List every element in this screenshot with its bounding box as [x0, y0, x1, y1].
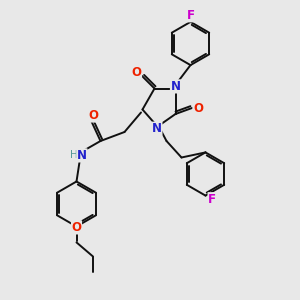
Text: O: O	[193, 101, 203, 115]
Text: O: O	[131, 66, 142, 79]
Text: H: H	[70, 149, 77, 160]
Text: N: N	[170, 80, 181, 93]
Text: F: F	[187, 9, 194, 22]
Text: N: N	[152, 122, 162, 135]
Text: O: O	[71, 221, 82, 234]
Text: N: N	[77, 149, 87, 162]
Text: F: F	[208, 193, 216, 206]
Text: O: O	[88, 109, 98, 122]
